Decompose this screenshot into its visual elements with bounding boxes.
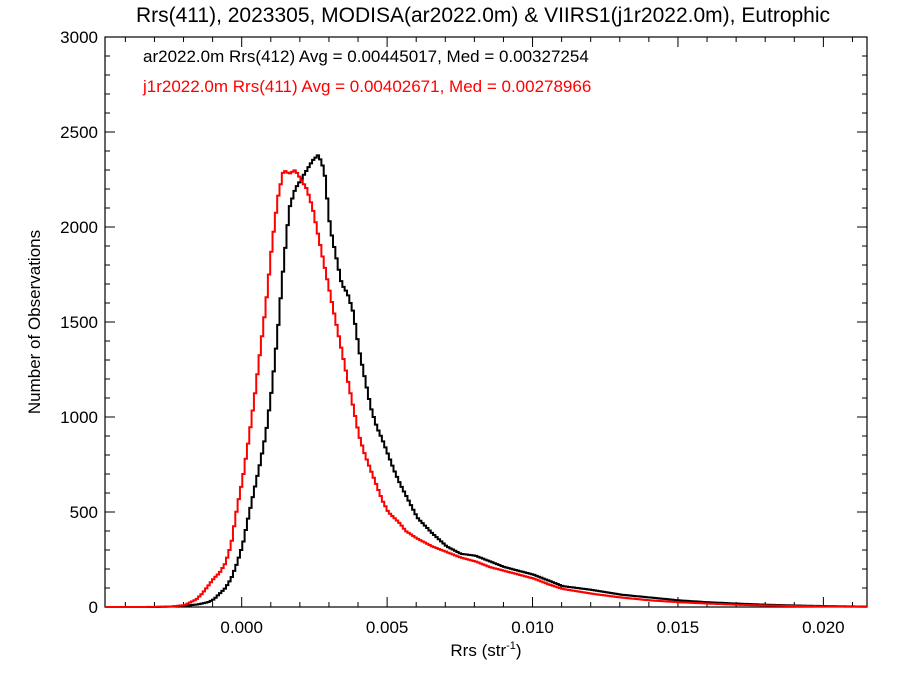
x-tick-label: 0.010 bbox=[511, 618, 554, 637]
y-tick-label: 3000 bbox=[60, 28, 98, 47]
y-tick-label: 500 bbox=[70, 503, 98, 522]
legend: ar2022.0m Rrs(412) Avg = 0.00445017, Med… bbox=[142, 47, 591, 96]
series-line-0 bbox=[105, 154, 867, 608]
series-line-1 bbox=[105, 169, 867, 608]
plot-area: 0 500 1000 1500 2000 2500 3000 0.000 0.005 0.010… bbox=[60, 28, 868, 637]
x-tick-label: 0.000 bbox=[220, 618, 263, 637]
x-tick-label: 0.020 bbox=[802, 618, 845, 637]
y-tick-label: 2000 bbox=[60, 218, 98, 237]
x-tick-label: 0.005 bbox=[366, 618, 409, 637]
x-axis-label: Rrs (str-1) bbox=[450, 640, 521, 660]
y-tick-label: 1500 bbox=[60, 313, 98, 332]
y-axis-label: Number of Observations bbox=[25, 230, 44, 414]
x-axis-label-text: Rrs (str bbox=[450, 641, 506, 660]
y-tick-label: 2500 bbox=[60, 123, 98, 142]
x-axis-ticks: 0.000 0.005 0.010 0.015 0.020 bbox=[124, 37, 853, 637]
series-lines bbox=[105, 154, 867, 608]
x-axis-label-superscript: -1 bbox=[506, 640, 516, 652]
chart-title: Rrs(411), 2023305, MODISA(ar2022.0m) & V… bbox=[136, 4, 830, 27]
legend-entry-1: j1r2022.0m Rrs(411) Avg = 0.00402671, Me… bbox=[142, 77, 591, 96]
x-axis-label-close: ) bbox=[516, 641, 522, 660]
legend-entry-0: ar2022.0m Rrs(412) Avg = 0.00445017, Med… bbox=[143, 47, 589, 66]
plot-frame bbox=[104, 36, 868, 608]
y-axis-ticks: 0 500 1000 1500 2000 2500 3000 bbox=[60, 28, 867, 617]
y-tick-label: 1000 bbox=[60, 408, 98, 427]
x-tick-label: 0.015 bbox=[657, 618, 700, 637]
y-tick-label: 0 bbox=[89, 598, 98, 617]
